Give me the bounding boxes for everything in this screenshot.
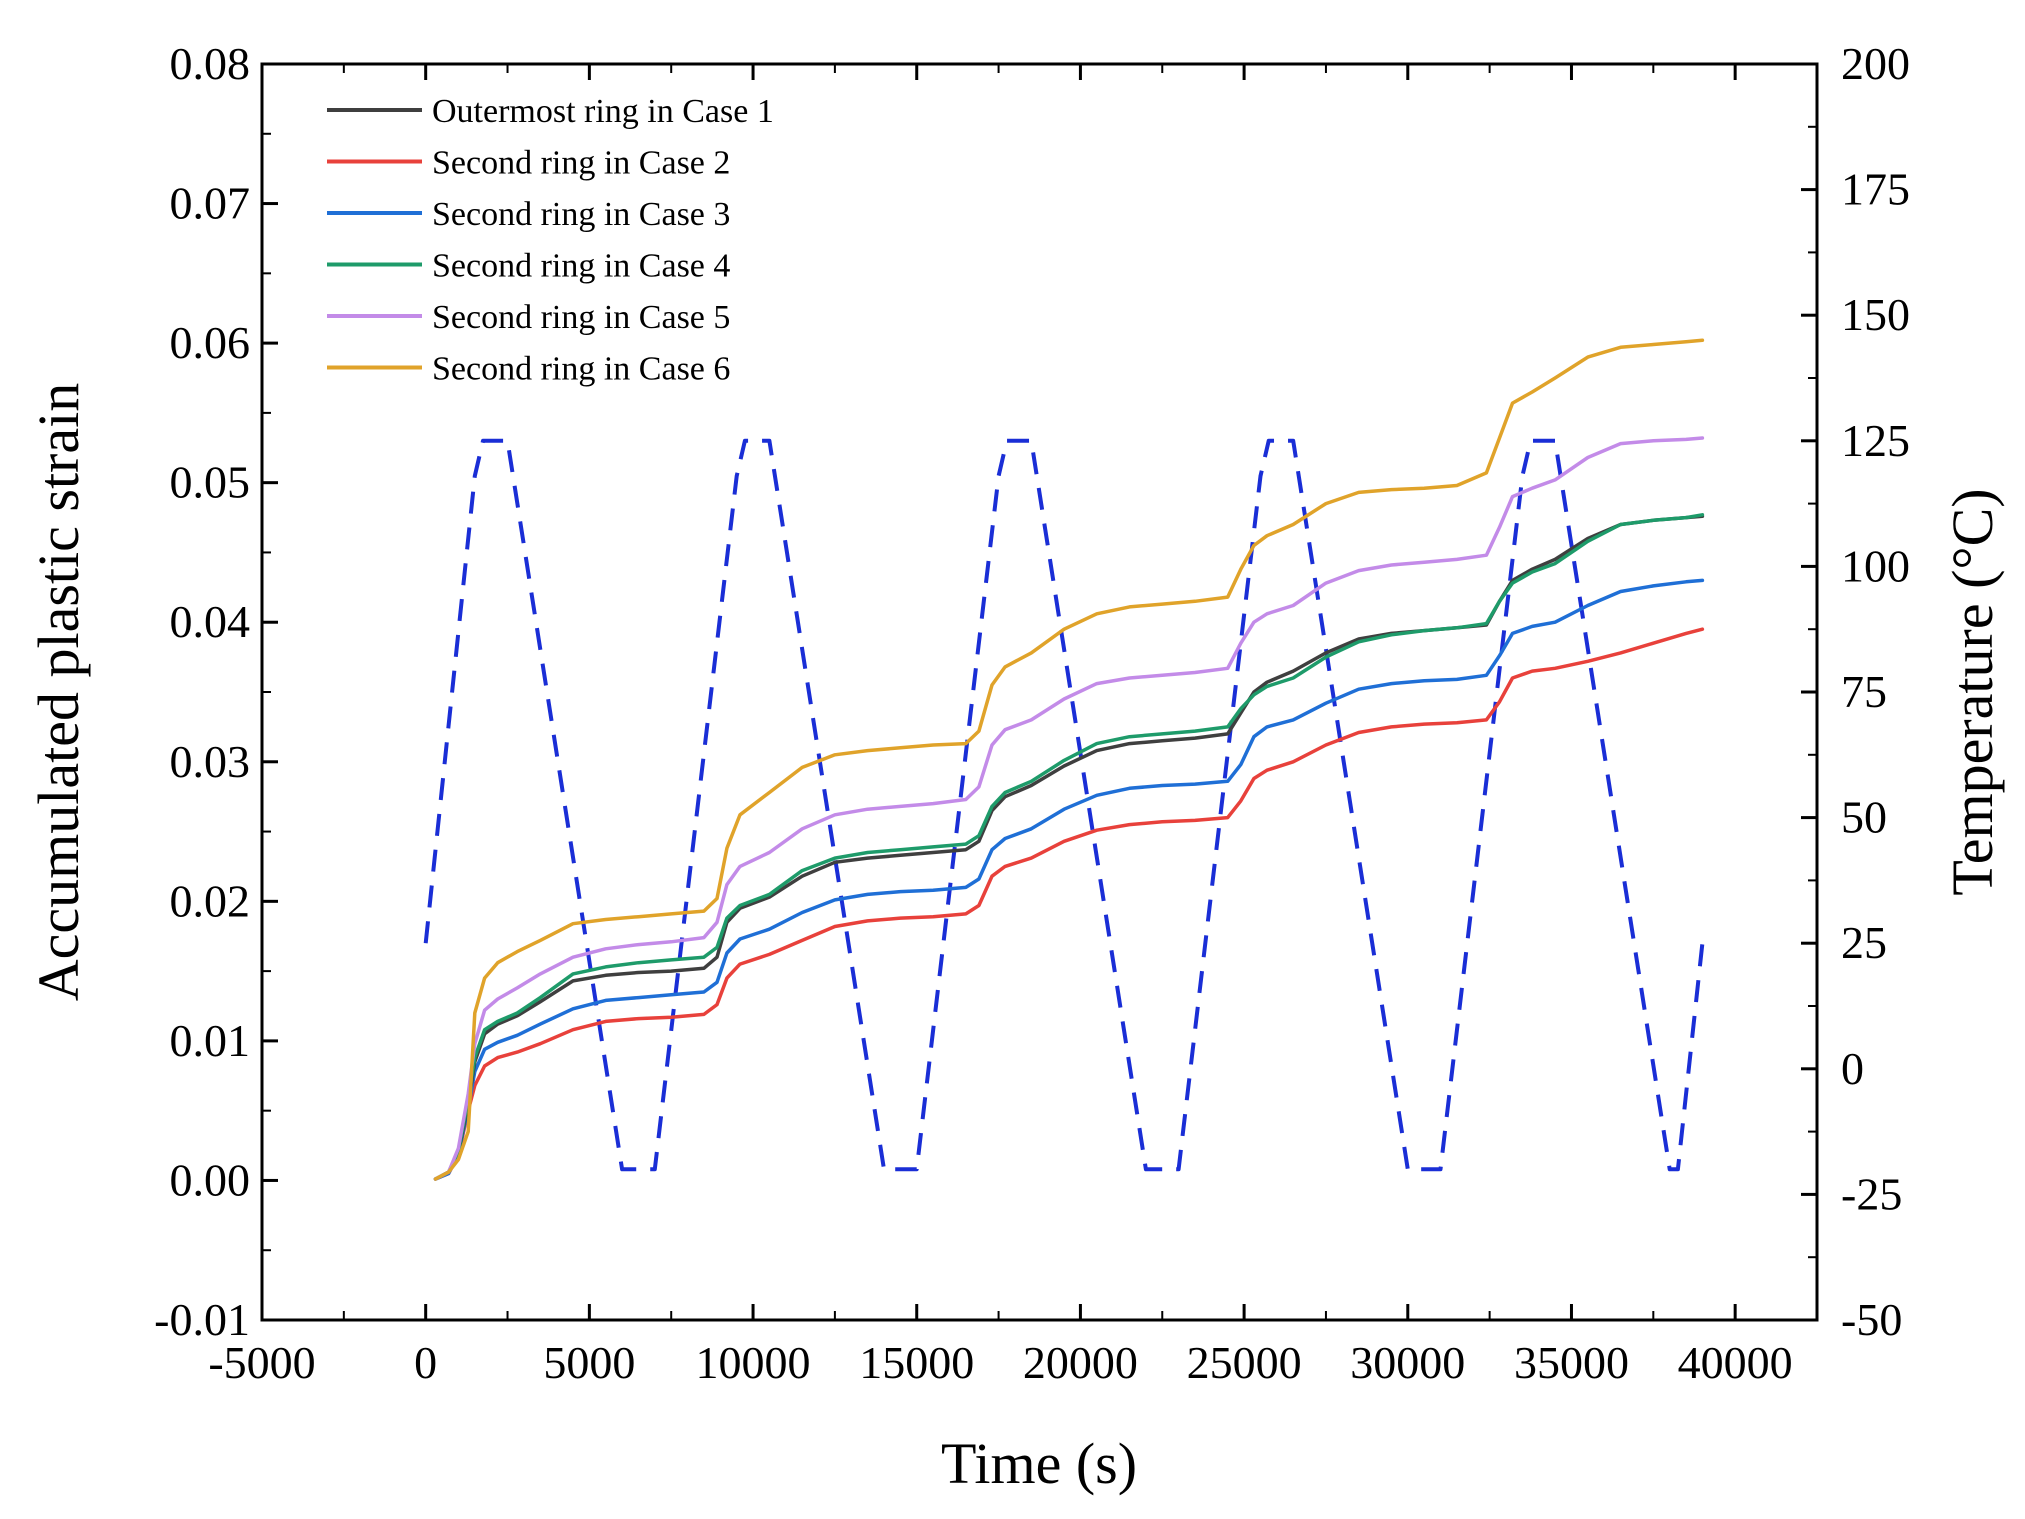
y2-tick-label: 25: [1841, 917, 1887, 968]
y2-tick-label: 50: [1841, 792, 1887, 843]
y2-tick-label: -50: [1841, 1294, 1902, 1345]
series-line-6: [433, 338, 1705, 1181]
x-tick-label: -5000: [208, 1337, 315, 1388]
legend-label: Second ring in Case 6: [432, 351, 730, 388]
y-tick-label: 0.05: [170, 457, 251, 508]
legend-label: Second ring in Case 4: [432, 248, 730, 285]
ticks-layer: -5000 0 5000 10000 15000 20000 25000 30000 35000…: [154, 38, 1910, 1388]
legend-label: Second ring in Case 5: [432, 299, 730, 336]
y2-tick-label: 75: [1841, 666, 1887, 717]
x-tick-label: 40000: [1678, 1337, 1793, 1388]
y2-tick-label: -25: [1841, 1168, 1902, 1219]
y-tick-label: 0.00: [170, 1154, 251, 1205]
series-line-2: [433, 627, 1705, 1181]
y-tick-label: 0.07: [170, 178, 251, 229]
y2-tick-label: 175: [1841, 164, 1910, 215]
y2-tick-label: 125: [1841, 415, 1910, 466]
legend-label: Second ring in Case 3: [432, 196, 730, 233]
temperature-series-line: [423, 438, 1705, 1172]
x-tick-label: 0: [414, 1337, 437, 1388]
x-tick-label: 15000: [859, 1337, 974, 1388]
y-tick-label: 0.04: [170, 596, 251, 647]
y2-tick-label: 100: [1841, 540, 1910, 591]
series-line-5: [433, 436, 1705, 1181]
series-line-3: [433, 578, 1705, 1181]
y-tick-label: -0.01: [154, 1294, 250, 1345]
y-tick-label: 0.03: [170, 736, 251, 787]
x-tick-label: 35000: [1514, 1337, 1629, 1388]
x-tick-label: 10000: [696, 1337, 811, 1388]
y2-tick-label: 150: [1841, 289, 1910, 340]
x-tick-label: 5000: [543, 1337, 635, 1388]
y-axis-title: Accumulated plastic strain: [26, 383, 91, 1001]
x-axis-title: Time (s): [941, 1431, 1137, 1496]
y-tick-label: 0.06: [170, 317, 251, 368]
y-tick-label: 0.08: [170, 38, 251, 89]
y2-tick-label: 0: [1841, 1043, 1864, 1094]
y-tick-label: 0.01: [170, 1015, 251, 1066]
legend: Outermost ring in Case 1 Second ring in C…: [327, 93, 774, 388]
x-tick-label: 20000: [1023, 1337, 1138, 1388]
y2-axis-title: Temperature (°C): [1940, 488, 2005, 895]
legend-label: Second ring in Case 2: [432, 145, 730, 182]
legend-label: Outermost ring in Case 1: [432, 93, 774, 130]
series-layer: [423, 338, 1705, 1181]
x-tick-label: 25000: [1187, 1337, 1302, 1388]
x-tick-label: 30000: [1350, 1337, 1465, 1388]
y-tick-label: 0.02: [170, 875, 251, 926]
y2-tick-label: 200: [1841, 38, 1910, 89]
series-line-4: [433, 513, 1705, 1181]
